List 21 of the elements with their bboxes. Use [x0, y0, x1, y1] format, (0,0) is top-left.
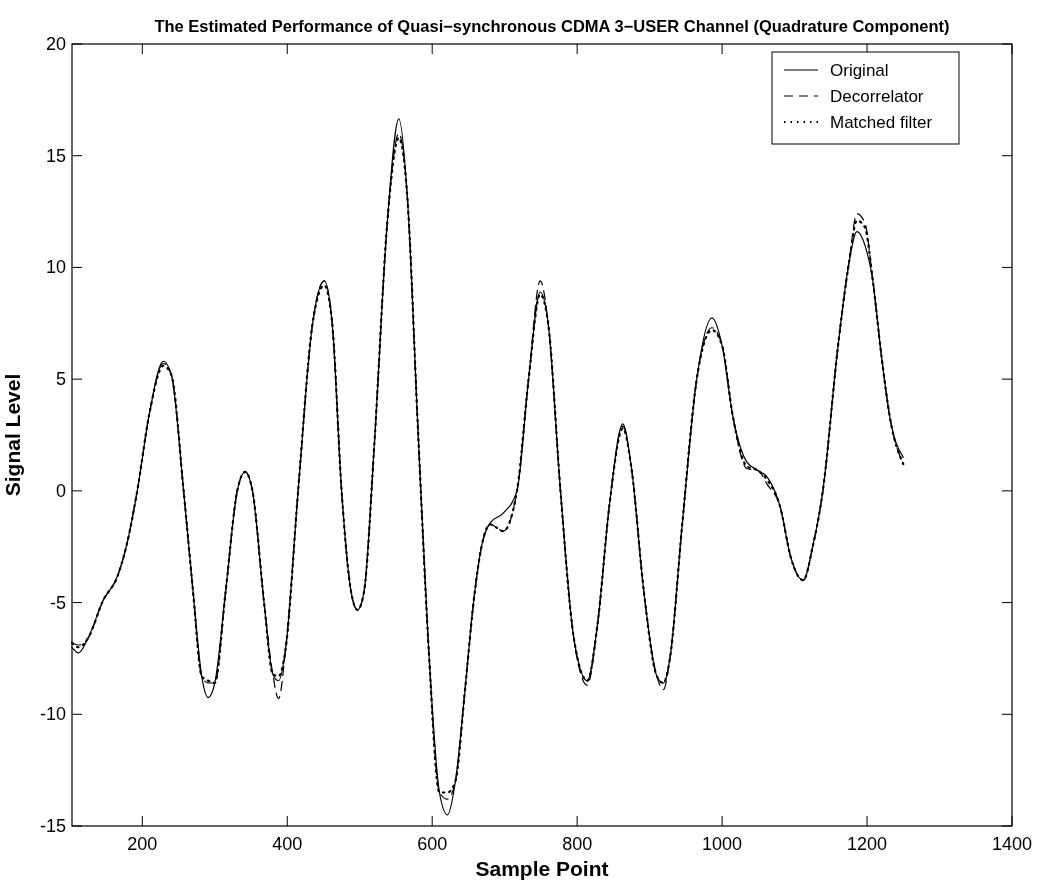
y-tick-label: -15 — [39, 816, 66, 836]
x-tick-label: 1400 — [991, 834, 1033, 854]
x-axis-title: Sample Point — [475, 857, 609, 880]
y-axis-title: Signal Level — [1, 373, 24, 497]
y-tick-label: -10 — [39, 704, 66, 725]
y-tick-label: 5 — [55, 369, 66, 390]
y-tick-label: -5 — [49, 592, 66, 613]
x-tick-label: 600 — [417, 834, 448, 854]
x-tick-label: 1200 — [847, 834, 888, 854]
y-tick-label: 20 — [45, 34, 66, 54]
x-tick-label: 200 — [127, 834, 158, 854]
x-tick-label: 1000 — [702, 834, 743, 854]
legend-label: Decorrelator — [830, 87, 924, 106]
legend-label: Original — [830, 61, 889, 80]
y-tick-label: 15 — [45, 145, 66, 166]
legend-label: Matched filter — [830, 113, 933, 132]
y-tick-label: 0 — [55, 480, 66, 501]
x-tick-label: 800 — [562, 834, 593, 854]
x-tick-label: 400 — [272, 834, 303, 854]
y-tick-label: 10 — [45, 257, 66, 278]
chart-title: The Estimated Performance of Quasi−synchronous CDMA 3−USER Channel (Quadrature Component) — [154, 17, 950, 35]
